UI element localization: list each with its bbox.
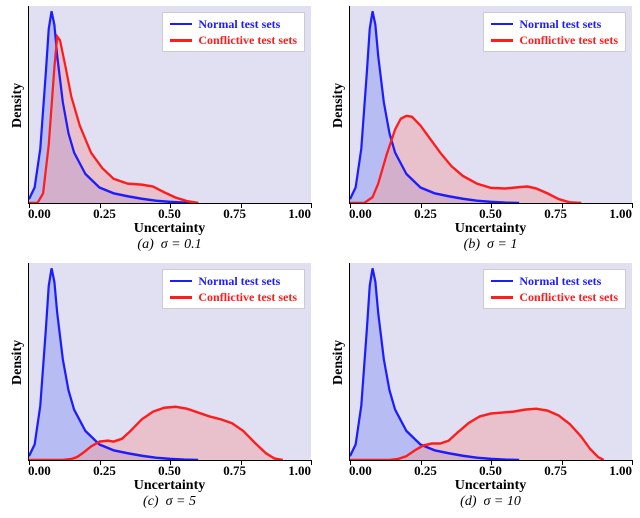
xtick-label: 1.00	[288, 206, 311, 222]
legend-line-icon	[491, 280, 513, 283]
xtick-label: 0.00	[349, 206, 372, 222]
panel-a: Density Normal test setsConflictive test…	[8, 6, 311, 253]
xtick-label: 0.75	[223, 206, 246, 222]
xtick-label: 0.00	[349, 463, 372, 479]
plot-area: Normal test setsConflictive test sets	[28, 263, 311, 461]
legend-label: Normal test sets	[198, 273, 280, 289]
legend-line-icon	[491, 39, 513, 42]
panel-d: Density Normal test setsConflictive test…	[329, 263, 632, 510]
legend: Normal test setsConflictive test sets	[162, 269, 305, 309]
plot-area: Normal test setsConflictive test sets	[349, 263, 632, 461]
xtick-label: 0.25	[93, 206, 116, 222]
legend-item-conflictive: Conflictive test sets	[491, 32, 618, 48]
xtick-label: 0.75	[544, 463, 567, 479]
legend-label: Conflictive test sets	[198, 289, 297, 305]
legend-label: Normal test sets	[198, 16, 280, 32]
legend-item-normal: Normal test sets	[170, 273, 297, 289]
legend-line-icon	[491, 23, 513, 26]
xtick-label: 0.50	[158, 463, 181, 479]
legend-label: Normal test sets	[519, 273, 601, 289]
plot-area: Normal test setsConflictive test sets	[28, 6, 311, 204]
ylabel: Density	[8, 6, 28, 204]
panel-c: Density Normal test setsConflictive test…	[8, 263, 311, 510]
legend-label: Normal test sets	[519, 16, 601, 32]
xtick-label: 1.00	[609, 463, 632, 479]
legend-item-conflictive: Conflictive test sets	[170, 289, 297, 305]
xtick-label: 0.25	[93, 463, 116, 479]
legend-label: Conflictive test sets	[198, 32, 297, 48]
plot-area: Normal test setsConflictive test sets	[349, 6, 632, 204]
caption-a: (a) σ = 0.1	[28, 237, 311, 253]
legend: Normal test setsConflictive test sets	[483, 269, 626, 309]
xtick-label: 0.00	[28, 463, 51, 479]
caption-d: (d) σ = 10	[349, 494, 632, 510]
xtick-label: 1.00	[288, 463, 311, 479]
xlabel: Uncertainty	[28, 478, 311, 494]
ylabel: Density	[329, 6, 349, 204]
xtick-label: 0.50	[479, 206, 502, 222]
xticks: 0.00 0.25 0.50 0.75 1.00	[28, 463, 311, 479]
legend-line-icon	[491, 296, 513, 299]
xlabel: Uncertainty	[349, 221, 632, 237]
xlabel: Uncertainty	[28, 221, 311, 237]
legend-line-icon	[170, 39, 192, 42]
legend-line-icon	[170, 280, 192, 283]
legend-line-icon	[170, 296, 192, 299]
xtick-label: 0.75	[223, 463, 246, 479]
legend-item-normal: Normal test sets	[170, 16, 297, 32]
xtick-label: 1.00	[609, 206, 632, 222]
legend: Normal test setsConflictive test sets	[483, 12, 626, 52]
legend-item-normal: Normal test sets	[491, 273, 618, 289]
xtick-label: 0.50	[158, 206, 181, 222]
xlabel: Uncertainty	[349, 478, 632, 494]
legend-line-icon	[170, 23, 192, 26]
legend-label: Conflictive test sets	[519, 289, 618, 305]
legend-item-conflictive: Conflictive test sets	[170, 32, 297, 48]
legend: Normal test setsConflictive test sets	[162, 12, 305, 52]
legend-item-conflictive: Conflictive test sets	[491, 289, 618, 305]
xtick-label: 0.25	[414, 463, 437, 479]
xtick-label: 0.75	[544, 206, 567, 222]
ylabel: Density	[8, 263, 28, 461]
legend-label: Conflictive test sets	[519, 32, 618, 48]
xtick-label: 0.50	[479, 463, 502, 479]
ylabel: Density	[329, 263, 349, 461]
legend-item-normal: Normal test sets	[491, 16, 618, 32]
caption-c: (c) σ = 5	[28, 494, 311, 510]
xticks: 0.00 0.25 0.50 0.75 1.00	[349, 206, 632, 222]
xticks: 0.00 0.25 0.50 0.75 1.00	[349, 463, 632, 479]
caption-b: (b) σ = 1	[349, 237, 632, 253]
xtick-label: 0.00	[28, 206, 51, 222]
panel-b: Density Normal test setsConflictive test…	[329, 6, 632, 253]
xticks: 0.00 0.25 0.50 0.75 1.00	[28, 206, 311, 222]
xtick-label: 0.25	[414, 206, 437, 222]
